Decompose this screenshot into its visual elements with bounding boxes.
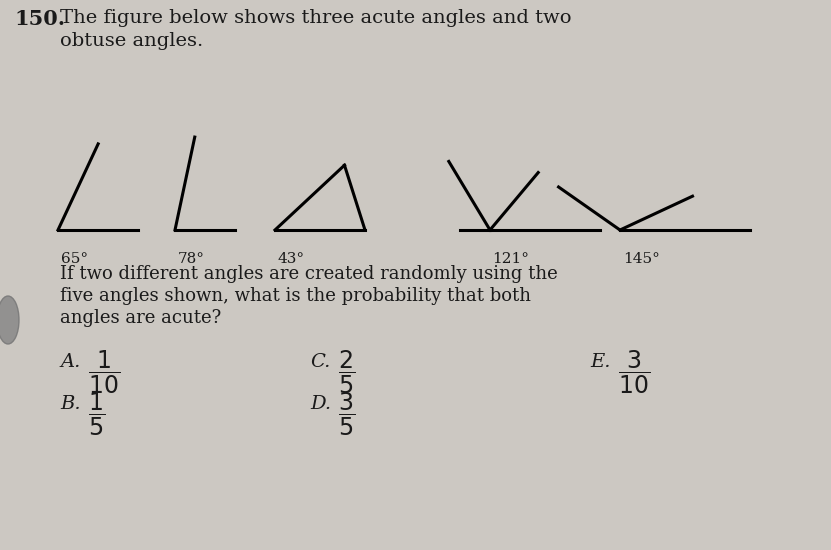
Text: $\dfrac{3}{5}$: $\dfrac{3}{5}$ [338,391,355,438]
Ellipse shape [0,296,19,344]
Text: $\dfrac{2}{5}$: $\dfrac{2}{5}$ [338,349,355,397]
Text: E.: E. [590,353,611,371]
Text: If two different angles are created randomly using the: If two different angles are created rand… [60,265,558,283]
Text: B.: B. [60,395,81,413]
Text: D.: D. [310,395,331,413]
Text: $\dfrac{3}{10}$: $\dfrac{3}{10}$ [618,349,650,397]
Text: $\dfrac{1}{5}$: $\dfrac{1}{5}$ [88,391,105,438]
Text: The figure below shows three acute angles and two: The figure below shows three acute angle… [60,9,572,27]
Text: obtuse angles.: obtuse angles. [60,32,204,50]
Text: A.: A. [60,353,81,371]
Text: $\dfrac{1}{10}$: $\dfrac{1}{10}$ [88,349,120,397]
Text: five angles shown, what is the probability that both: five angles shown, what is the probabili… [60,287,531,305]
Text: C.: C. [310,353,331,371]
Text: 43°: 43° [278,252,305,266]
Text: 150.: 150. [14,9,65,29]
Text: 145°: 145° [623,252,660,266]
Text: 121°: 121° [492,252,529,266]
Text: angles are acute?: angles are acute? [60,309,221,327]
Text: 78°: 78° [178,252,205,266]
Text: 65°: 65° [61,252,88,266]
